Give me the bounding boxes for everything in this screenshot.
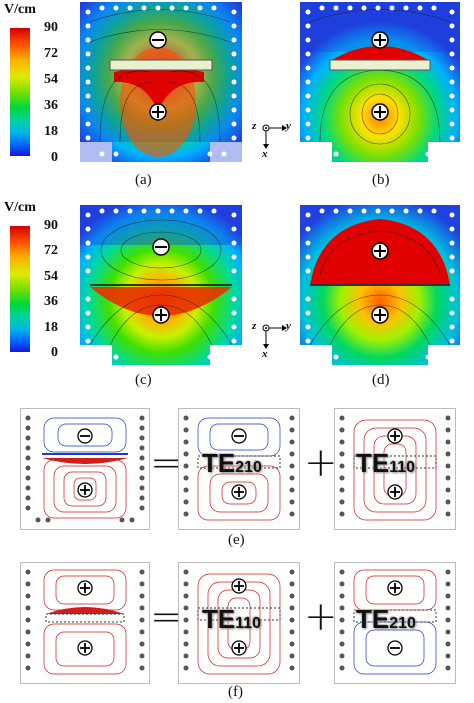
tick-0: 0: [51, 345, 58, 360]
colorbar-unit-top: V/cm: [4, 2, 36, 17]
equals-sign-f: =: [150, 594, 184, 640]
mode-index: 110: [235, 615, 262, 632]
tick-72: 72: [44, 46, 58, 61]
mode-name: TE: [202, 604, 236, 634]
tick-90: 90: [44, 20, 58, 35]
caption-c: (c): [135, 372, 152, 388]
caption-a: (a): [135, 172, 152, 188]
mode-name: TE: [356, 448, 390, 478]
axis-y-label: y: [286, 320, 291, 332]
plus-sign-e: +: [304, 440, 338, 486]
tick-54: 54: [44, 72, 58, 87]
colorbar-top: [10, 28, 30, 156]
tick-36: 36: [44, 294, 58, 309]
caption-f: (f): [228, 684, 243, 700]
plus-sign-f: +: [304, 594, 338, 640]
mode-diagram-e-te110: [334, 408, 456, 530]
mode-diagram-f-te210: [334, 562, 456, 684]
mode-index: 210: [235, 459, 262, 476]
mode-diagram-e-total: [20, 408, 150, 530]
mode-label-e-first: TE210: [202, 448, 262, 479]
tick-36: 36: [44, 98, 58, 113]
axis-indicator-top: z y x: [252, 118, 292, 164]
mode-diagram-f-te110: [178, 562, 300, 684]
field-plot-c: [80, 205, 242, 365]
axis-arrows-icon: [262, 124, 287, 149]
axis-arrows-icon: [262, 324, 287, 349]
mode-name: TE: [202, 448, 236, 478]
mode-diagram-e-te210: [178, 408, 300, 530]
caption-b: (b): [372, 172, 390, 188]
colorbar-bottom: [10, 226, 30, 352]
tick-90: 90: [44, 218, 58, 233]
mode-diagram-f-total: [20, 562, 150, 684]
axis-z-label: z: [252, 120, 257, 132]
caption-e: (e): [228, 532, 245, 548]
axis-z-label: z: [252, 320, 257, 332]
mode-label-f-second: TE210: [356, 604, 416, 635]
mode-name: TE: [356, 604, 390, 634]
tick-0: 0: [51, 150, 58, 165]
field-plot-d: [300, 205, 460, 365]
mode-index: 110: [389, 459, 416, 476]
tick-18: 18: [44, 124, 58, 139]
axis-y-label: y: [286, 120, 291, 132]
axis-x-label: x: [262, 148, 268, 160]
tick-54: 54: [44, 269, 58, 284]
field-plot-a: [80, 2, 242, 162]
field-plot-b: [300, 2, 460, 162]
equals-sign-e: =: [150, 440, 184, 486]
tick-18: 18: [44, 320, 58, 335]
axis-indicator-bottom: z y x: [252, 318, 292, 364]
axis-x-label: x: [262, 348, 268, 360]
caption-d: (d): [372, 372, 390, 388]
mode-label-f-first: TE110: [202, 604, 261, 635]
mode-label-e-second: TE110: [356, 448, 415, 479]
mode-index: 210: [389, 615, 416, 632]
colorbar-unit-bottom: V/cm: [4, 200, 36, 215]
tick-72: 72: [44, 243, 58, 258]
